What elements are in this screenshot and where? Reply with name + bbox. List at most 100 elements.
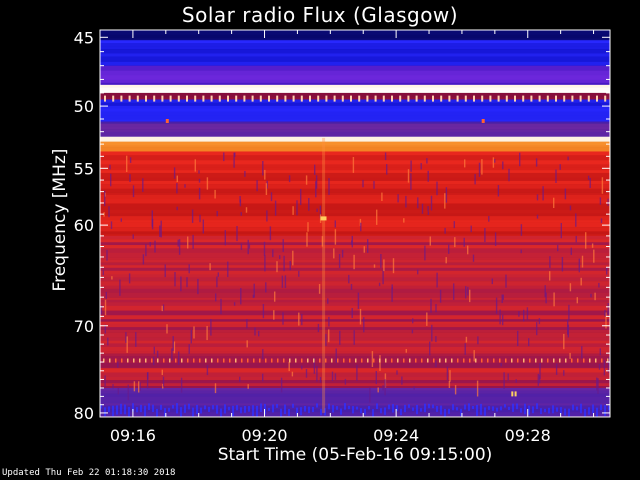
speckle	[214, 383, 217, 394]
speckle	[104, 407, 106, 417]
band-strip	[100, 115, 610, 120]
speckle	[133, 381, 136, 392]
speckle	[375, 371, 377, 385]
speckle	[376, 403, 378, 409]
dotted-mark	[497, 95, 500, 102]
speckle	[444, 193, 446, 209]
speckle	[276, 404, 278, 408]
dotted-mark	[514, 95, 516, 102]
speckle	[484, 228, 486, 242]
band-strip	[100, 53, 610, 57]
speckle	[380, 408, 382, 414]
speckle	[264, 169, 266, 180]
speckle	[292, 403, 294, 408]
speckle	[145, 244, 147, 257]
dotted-mark	[301, 358, 303, 363]
band-strip	[100, 90, 610, 94]
band-strip	[100, 412, 610, 417]
dotted-mark	[343, 358, 345, 363]
speckle	[215, 293, 217, 302]
speckle	[228, 406, 230, 411]
speckle	[532, 406, 534, 414]
speckle	[212, 405, 214, 410]
speckle	[538, 375, 541, 384]
band-strip	[100, 105, 610, 109]
band-strip	[100, 87, 610, 91]
speckle	[491, 278, 493, 285]
speckle	[162, 304, 165, 311]
dotted-mark	[433, 358, 435, 363]
speckle	[184, 184, 186, 188]
speckle	[363, 317, 365, 333]
speckle	[597, 378, 599, 394]
dotted-mark	[385, 358, 387, 363]
speckle	[319, 205, 322, 219]
speckle	[239, 199, 242, 207]
dotted-mark	[415, 95, 418, 102]
dotted-mark	[487, 358, 489, 363]
dotted-mark	[333, 95, 336, 102]
band-strip	[100, 59, 610, 63]
speckle	[146, 372, 149, 389]
dotted-mark	[202, 95, 205, 102]
speckle	[401, 376, 403, 385]
speckle	[367, 239, 369, 253]
speckle	[254, 327, 256, 336]
speckle	[500, 406, 502, 411]
dotted-mark	[427, 358, 429, 363]
band-strip	[100, 108, 610, 112]
dotted-mark	[367, 358, 369, 363]
speckle	[166, 324, 168, 334]
speckle	[269, 226, 272, 241]
speckle	[372, 409, 374, 417]
dotted-mark	[151, 358, 153, 363]
band-strip	[100, 368, 610, 373]
speckle	[435, 336, 437, 343]
speckle	[356, 364, 358, 381]
speckle	[553, 197, 555, 208]
speckle	[520, 408, 522, 413]
dotted-mark	[555, 95, 557, 102]
dotted-mark	[177, 95, 180, 102]
dotted-mark	[181, 358, 183, 363]
speckle	[444, 408, 446, 417]
plot-frame	[99, 29, 611, 418]
speckle	[142, 178, 144, 192]
speckle	[110, 221, 113, 229]
band-strip	[100, 281, 610, 286]
band-strip	[100, 126, 610, 130]
band-strip	[100, 99, 610, 103]
speckle	[315, 175, 318, 189]
speckle	[584, 409, 586, 417]
speckle	[110, 173, 112, 187]
dotted-mark	[205, 358, 207, 363]
speckle	[563, 370, 565, 376]
speckle	[191, 209, 194, 223]
speckle	[144, 405, 146, 417]
speckle	[308, 198, 310, 211]
y-tick-label: 70	[74, 317, 94, 336]
speckle	[117, 361, 119, 368]
speckle	[373, 264, 376, 268]
band-strip	[100, 274, 610, 278]
x-tick-label: 09:20	[241, 426, 287, 445]
speckle	[328, 403, 330, 410]
speckle	[188, 264, 190, 274]
band-strip	[100, 376, 610, 381]
burst-spot	[514, 391, 517, 397]
speckle	[301, 314, 303, 326]
speckle	[100, 404, 102, 409]
dotted-mark	[489, 95, 492, 102]
band-strip	[100, 172, 610, 179]
band-strip	[100, 245, 610, 249]
speckle	[316, 403, 318, 408]
speckle	[284, 404, 286, 414]
speckle	[519, 152, 521, 167]
speckle	[427, 170, 429, 182]
speckle	[227, 261, 229, 278]
dotted-mark	[243, 95, 246, 102]
speckle	[176, 183, 178, 194]
speckle	[216, 276, 218, 288]
speckle	[176, 403, 178, 414]
dotted-mark	[583, 358, 585, 363]
